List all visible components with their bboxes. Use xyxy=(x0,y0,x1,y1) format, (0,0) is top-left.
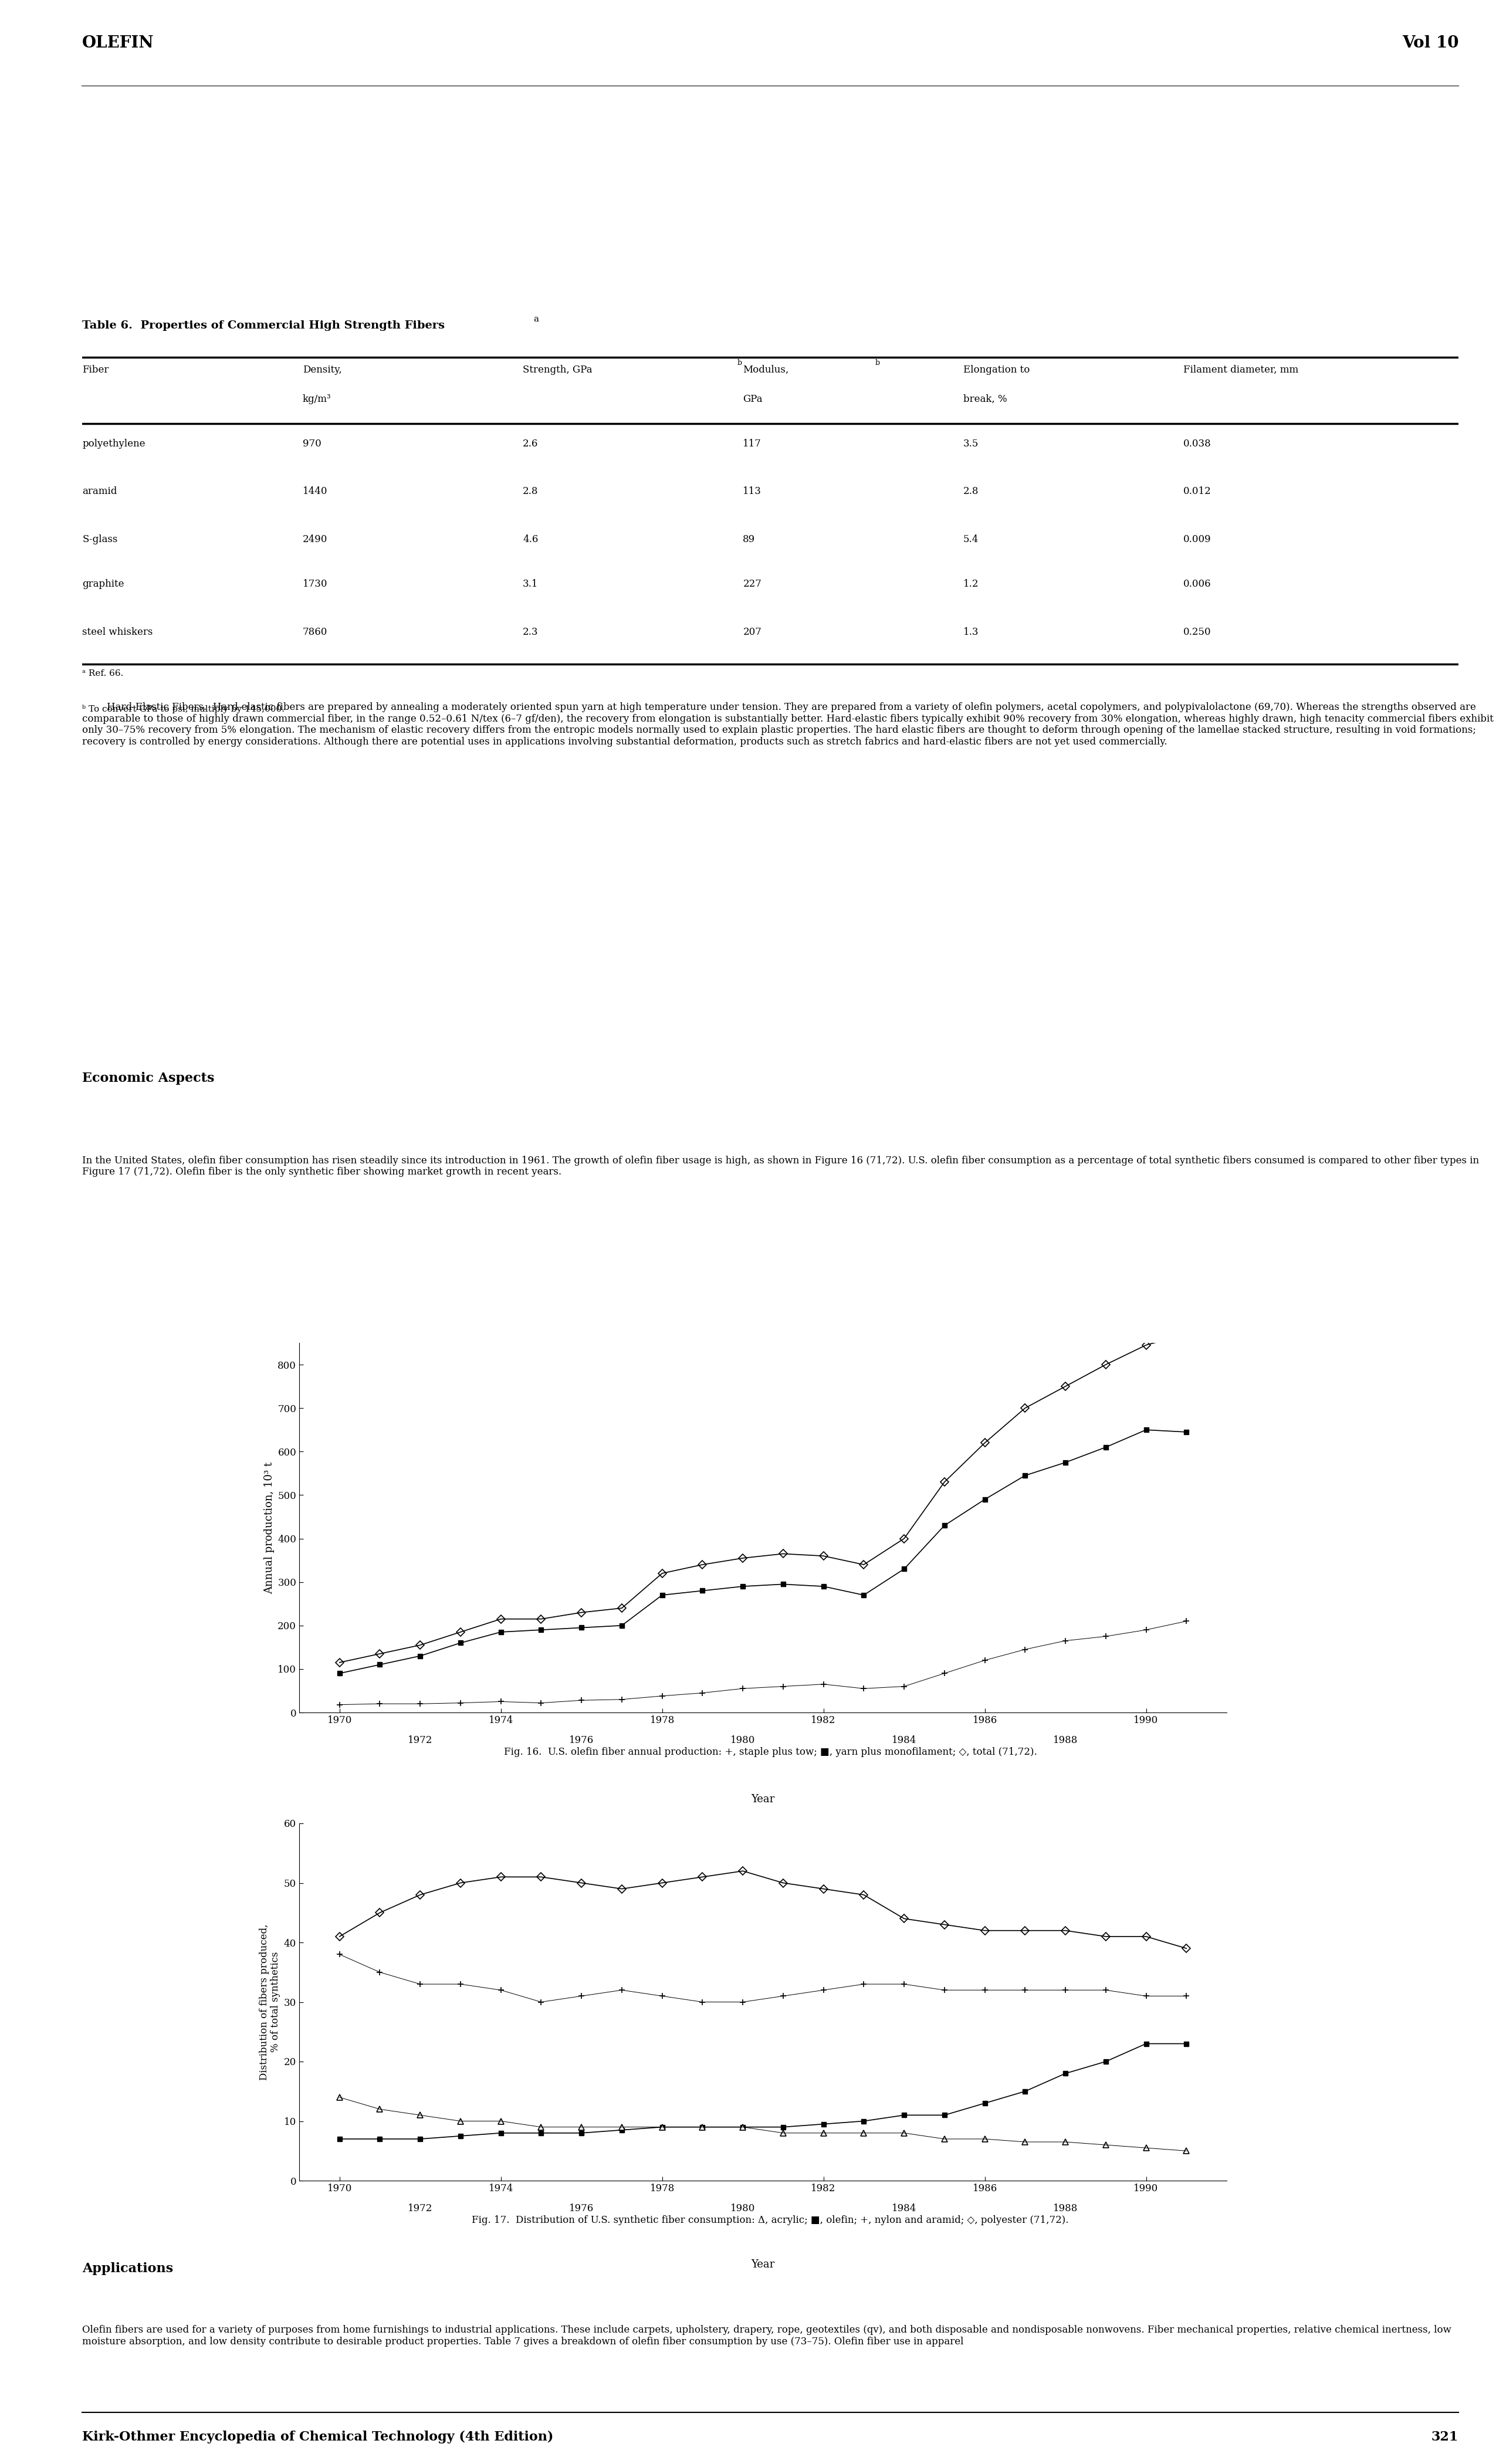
Text: 4.6: 4.6 xyxy=(522,535,539,545)
Text: Modulus,: Modulus, xyxy=(744,365,788,375)
Text: aramid: aramid xyxy=(82,488,117,498)
Text: 207: 207 xyxy=(744,628,761,638)
Text: 89: 89 xyxy=(744,535,755,545)
Text: 0.006: 0.006 xyxy=(1183,579,1212,589)
Text: Fiber: Fiber xyxy=(82,365,109,375)
Text: 1980: 1980 xyxy=(730,1735,755,1745)
Text: 0.038: 0.038 xyxy=(1183,439,1212,448)
Text: 321: 321 xyxy=(1432,2430,1459,2444)
Text: GPa: GPa xyxy=(744,394,763,404)
Text: 0.250: 0.250 xyxy=(1183,628,1212,638)
Text: 1972: 1972 xyxy=(408,2203,432,2213)
Text: b: b xyxy=(875,360,880,367)
Text: 1972: 1972 xyxy=(408,1735,432,1745)
Text: Kirk-Othmer Encyclopedia of Chemical Technology (4th Edition): Kirk-Othmer Encyclopedia of Chemical Tec… xyxy=(82,2430,554,2444)
Text: 2490: 2490 xyxy=(302,535,328,545)
Text: Economic Aspects: Economic Aspects xyxy=(82,1072,214,1084)
Text: 1988: 1988 xyxy=(1053,1735,1077,1745)
Text: OLEFIN: OLEFIN xyxy=(82,34,154,52)
Text: 1984: 1984 xyxy=(892,2203,917,2213)
Text: 2.8: 2.8 xyxy=(963,488,978,498)
Text: 0.012: 0.012 xyxy=(1183,488,1212,498)
Text: Year: Year xyxy=(751,1794,775,1804)
Text: Hard-Elastic Fibers.  Hard-elastic fibers are prepared by annealing a moderately: Hard-Elastic Fibers. Hard-elastic fibers… xyxy=(82,702,1493,747)
Text: 2.6: 2.6 xyxy=(522,439,539,448)
Text: Fig. 17.  Distribution of U.S. synthetic fiber consumption: Δ, acrylic; ■, olefi: Fig. 17. Distribution of U.S. synthetic … xyxy=(471,2215,1070,2225)
Text: 1440: 1440 xyxy=(302,488,328,498)
Text: a: a xyxy=(534,315,539,323)
Text: 113: 113 xyxy=(744,488,761,498)
Text: polyethylene: polyethylene xyxy=(82,439,145,448)
Text: Density,: Density, xyxy=(302,365,341,375)
Text: 0.009: 0.009 xyxy=(1183,535,1212,545)
Text: b: b xyxy=(738,360,742,367)
Text: ᵃ Ref. 66.: ᵃ Ref. 66. xyxy=(82,670,124,678)
Text: Elongation to: Elongation to xyxy=(963,365,1029,375)
Text: 5.4: 5.4 xyxy=(963,535,978,545)
Text: steel whiskers: steel whiskers xyxy=(82,628,153,638)
Text: 117: 117 xyxy=(744,439,761,448)
Text: Vol 10: Vol 10 xyxy=(1402,34,1459,52)
Text: Table 6.  Properties of Commercial High Strength Fibers: Table 6. Properties of Commercial High S… xyxy=(82,320,444,330)
Text: S-glass: S-glass xyxy=(82,535,118,545)
Text: 3.1: 3.1 xyxy=(522,579,539,589)
Text: 1984: 1984 xyxy=(892,1735,917,1745)
Text: Strength, GPa: Strength, GPa xyxy=(522,365,592,375)
Text: 2.8: 2.8 xyxy=(522,488,539,498)
Text: 1730: 1730 xyxy=(302,579,328,589)
Text: break, %: break, % xyxy=(963,394,1007,404)
Text: kg/m³: kg/m³ xyxy=(302,394,331,404)
Text: Fig. 16.  U.S. olefin fiber annual production: +, staple plus tow; ■, yarn plus : Fig. 16. U.S. olefin fiber annual produc… xyxy=(504,1747,1037,1757)
Text: 970: 970 xyxy=(302,439,322,448)
Text: In the United States, olefin fiber consumption has risen steadily since its intr: In the United States, olefin fiber consu… xyxy=(82,1156,1480,1178)
Text: 2.3: 2.3 xyxy=(522,628,539,638)
Text: 1.2: 1.2 xyxy=(963,579,978,589)
Y-axis label: Distribution of fibers produced,
% of total synthetics: Distribution of fibers produced, % of to… xyxy=(259,1924,281,2080)
Text: Applications: Applications xyxy=(82,2262,174,2274)
Text: graphite: graphite xyxy=(82,579,124,589)
Text: Year: Year xyxy=(751,2259,775,2269)
Text: 7860: 7860 xyxy=(302,628,328,638)
Text: 3.5: 3.5 xyxy=(963,439,978,448)
Text: 1976: 1976 xyxy=(568,2203,594,2213)
Text: 1976: 1976 xyxy=(568,1735,594,1745)
Y-axis label: Annual production, 10³ t: Annual production, 10³ t xyxy=(263,1461,274,1594)
Text: Filament diameter, mm: Filament diameter, mm xyxy=(1183,365,1299,375)
Text: 227: 227 xyxy=(744,579,761,589)
Text: ᵇ To convert GPa to psi, multiply by 145,000.: ᵇ To convert GPa to psi, multiply by 145… xyxy=(82,705,284,715)
Text: Olefin fibers are used for a variety of purposes from home furnishings to indust: Olefin fibers are used for a variety of … xyxy=(82,2326,1451,2346)
Text: 1.3: 1.3 xyxy=(963,628,978,638)
Text: 1988: 1988 xyxy=(1053,2203,1077,2213)
Text: 1980: 1980 xyxy=(730,2203,755,2213)
